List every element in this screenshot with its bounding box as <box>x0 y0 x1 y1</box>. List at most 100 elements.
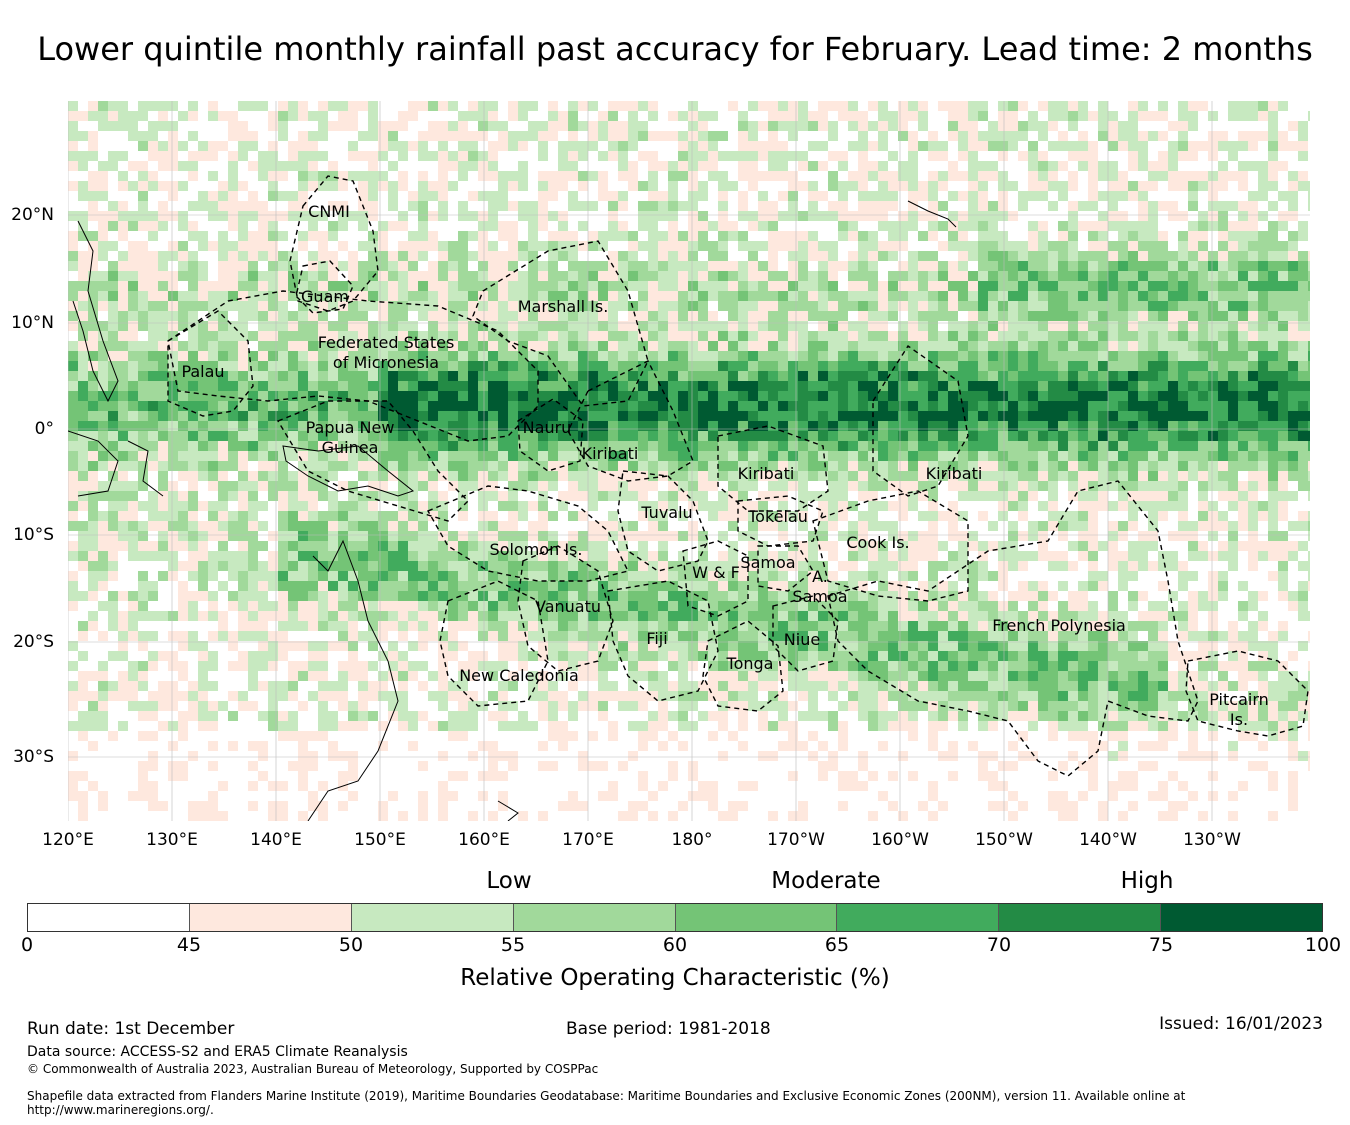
rainfall-accuracy-map[interactable]: CNMI Guam Marshall Is. Federated States of M… <box>68 101 1310 821</box>
grid-cell <box>1098 271 1108 281</box>
grid-cell <box>1308 291 1310 301</box>
grid-cell <box>408 421 418 431</box>
grid-cell <box>908 241 918 251</box>
grid-cell <box>888 161 898 171</box>
grid-cell <box>948 101 958 111</box>
grid-cell <box>618 111 628 121</box>
grid-cell <box>898 461 908 471</box>
grid-cell <box>358 131 368 141</box>
grid-cell <box>558 101 568 111</box>
grid-cell <box>598 281 608 291</box>
grid-cell <box>828 251 838 261</box>
grid-cell <box>1128 171 1138 181</box>
grid-cell <box>658 411 668 421</box>
grid-cell <box>688 411 698 421</box>
grid-cell <box>1008 131 1018 141</box>
grid-cell <box>548 191 558 201</box>
grid-cell <box>618 131 628 141</box>
grid-cell <box>758 471 768 481</box>
grid-cell <box>508 411 518 421</box>
grid-cell <box>368 241 378 251</box>
grid-cell <box>278 361 288 371</box>
grid-cell <box>148 441 158 451</box>
grid-cell <box>1168 241 1178 251</box>
grid-cell <box>188 411 198 421</box>
grid-cell <box>1158 301 1168 311</box>
grid-cell <box>548 171 558 181</box>
grid-cell <box>748 181 758 191</box>
grid-cell <box>308 171 318 181</box>
grid-cell <box>568 261 578 271</box>
grid-cell <box>1058 491 1068 501</box>
grid-cell <box>798 311 808 321</box>
grid-cell <box>918 391 928 401</box>
grid-cell <box>358 191 368 201</box>
grid-cell <box>498 311 508 321</box>
grid-cell <box>148 311 158 321</box>
grid-cell <box>758 481 768 491</box>
grid-cell <box>838 251 848 261</box>
grid-cell <box>348 481 358 491</box>
grid-cell <box>1278 121 1288 131</box>
grid-cell <box>498 171 508 181</box>
grid-cell <box>678 451 688 461</box>
grid-cell <box>498 181 508 191</box>
grid-cell <box>278 271 288 281</box>
grid-cell <box>1238 131 1248 141</box>
grid-cell <box>448 351 458 361</box>
grid-cell <box>338 221 348 231</box>
grid-cell <box>858 211 868 221</box>
grid-cell <box>848 381 858 391</box>
grid-cell <box>798 421 808 431</box>
grid-cell <box>498 491 508 501</box>
grid-cell <box>438 311 448 321</box>
grid-cell <box>538 201 548 211</box>
grid-cell <box>1198 211 1208 221</box>
grid-cell <box>88 151 98 161</box>
grid-cell <box>1068 481 1078 491</box>
grid-cell <box>618 241 628 251</box>
grid-cell <box>798 371 808 381</box>
grid-cell <box>708 321 718 331</box>
grid-cell <box>1118 431 1128 441</box>
grid-cell <box>488 451 498 461</box>
grid-cell <box>1098 351 1108 361</box>
grid-cell <box>1078 451 1088 461</box>
grid-cell <box>528 371 538 381</box>
grid-cell <box>848 291 858 301</box>
grid-cell <box>168 121 178 131</box>
grid-cell <box>1128 111 1138 121</box>
grid-cell <box>1128 241 1138 251</box>
grid-cell <box>958 341 968 351</box>
grid-cell <box>368 251 378 261</box>
grid-cell <box>1228 411 1238 421</box>
grid-cell <box>898 141 908 151</box>
grid-cell <box>108 351 118 361</box>
grid-cell <box>708 211 718 221</box>
grid-cell <box>438 221 448 231</box>
grid-cell <box>978 281 988 291</box>
grid-cell <box>1228 261 1238 271</box>
grid-cell <box>1288 331 1298 341</box>
grid-cell <box>698 361 708 371</box>
grid-cell <box>1228 221 1238 231</box>
grid-cell <box>978 431 988 441</box>
grid-cell <box>748 191 758 201</box>
grid-cell <box>438 461 448 471</box>
grid-cell <box>318 191 328 201</box>
grid-cell <box>228 131 238 141</box>
grid-cell <box>448 241 458 251</box>
grid-cell <box>778 201 788 211</box>
grid-cell <box>148 341 158 351</box>
grid-cell <box>888 201 898 211</box>
grid-cell <box>1078 401 1088 411</box>
grid-cell <box>728 451 738 461</box>
grid-cell <box>1008 401 1018 411</box>
grid-cell <box>1248 331 1258 341</box>
grid-cell <box>168 231 178 241</box>
grid-cell <box>248 441 258 451</box>
grid-cell <box>188 481 198 491</box>
grid-cell <box>378 471 388 481</box>
grid-cell <box>408 191 418 201</box>
grid-cell <box>338 471 348 481</box>
